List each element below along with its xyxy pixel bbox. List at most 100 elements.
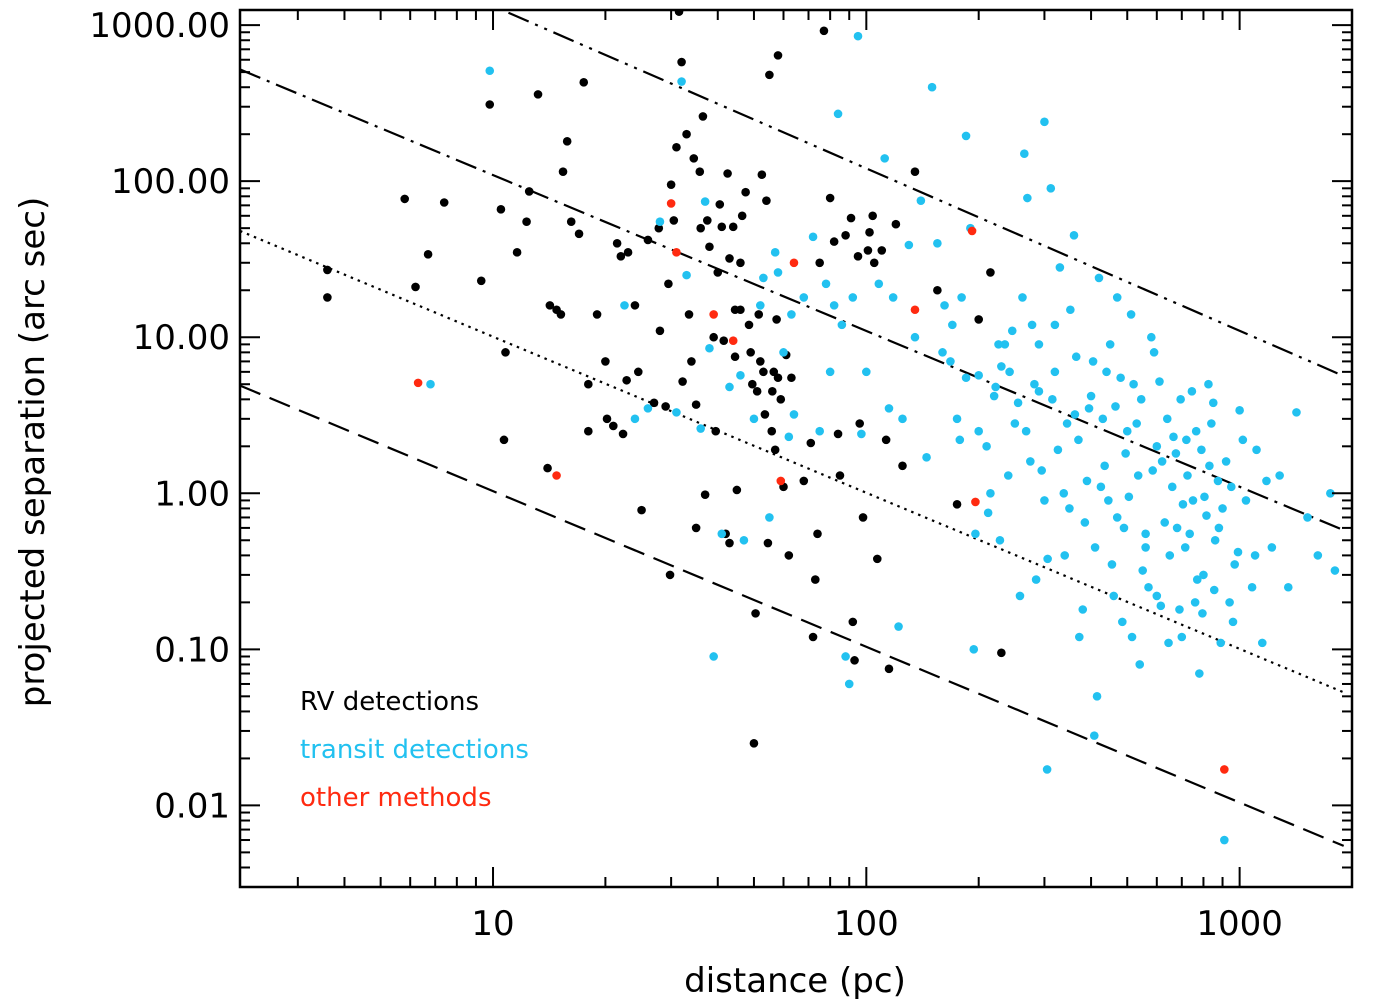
data-point-transit bbox=[1053, 445, 1063, 455]
data-point-transit bbox=[808, 232, 818, 242]
data-point-transit bbox=[1225, 598, 1234, 607]
data-point-transit bbox=[709, 652, 718, 661]
data-point-rv bbox=[762, 196, 771, 205]
data-point-rv bbox=[872, 554, 882, 564]
x-tick-label: 10 bbox=[471, 904, 514, 944]
data-point-transit bbox=[1015, 591, 1025, 601]
data-point-transit bbox=[1209, 585, 1219, 595]
data-point-rv bbox=[687, 357, 696, 366]
data-point-rv bbox=[799, 476, 809, 486]
data-point-transit bbox=[756, 301, 765, 310]
data-point-transit bbox=[759, 273, 768, 283]
reference-line-dash-dot-dot bbox=[508, 11, 1340, 376]
data-point-transit bbox=[1126, 310, 1136, 319]
data-point-other bbox=[910, 305, 920, 315]
data-point-transit bbox=[961, 131, 971, 141]
data-points bbox=[323, 10, 1340, 845]
data-point-transit bbox=[1121, 449, 1130, 458]
data-point-transit bbox=[1165, 551, 1175, 560]
data-point-rv bbox=[748, 379, 757, 389]
data-point-transit bbox=[971, 529, 980, 539]
data-point-transit bbox=[938, 348, 947, 357]
data-point-transit bbox=[1313, 551, 1323, 560]
data-point-transit bbox=[1100, 461, 1109, 471]
data-point-rv bbox=[732, 485, 742, 495]
data-point-transit bbox=[1023, 193, 1032, 203]
data-point-transit bbox=[1205, 461, 1214, 471]
data-point-rv bbox=[736, 258, 745, 268]
data-point-rv bbox=[655, 326, 665, 336]
data-point-transit bbox=[1230, 560, 1239, 569]
data-point-transit bbox=[1040, 117, 1049, 127]
data-point-transit bbox=[1191, 426, 1201, 436]
data-point-transit bbox=[1275, 471, 1284, 480]
data-point-transit bbox=[1183, 471, 1192, 480]
data-point-transit bbox=[1218, 504, 1227, 513]
data-point-rv bbox=[759, 367, 768, 377]
data-point-rv bbox=[863, 246, 873, 255]
data-point-transit bbox=[770, 248, 780, 257]
data-point-transit bbox=[1050, 367, 1060, 377]
data-point-rv bbox=[623, 248, 633, 257]
data-point-transit bbox=[946, 357, 955, 366]
data-point-rv bbox=[698, 112, 708, 121]
data-point-rv bbox=[661, 402, 670, 411]
data-point-transit bbox=[717, 529, 727, 539]
data-point-rv bbox=[696, 223, 705, 233]
data-point-rv bbox=[566, 217, 576, 226]
data-point-rv bbox=[637, 505, 646, 515]
data-point-rv bbox=[841, 230, 850, 240]
data-point-other bbox=[413, 378, 423, 388]
data-point-rv bbox=[678, 377, 687, 386]
data-point-rv bbox=[725, 538, 734, 548]
data-point-transit bbox=[1257, 638, 1267, 648]
data-point-other bbox=[1220, 765, 1229, 774]
data-point-transit bbox=[1138, 566, 1148, 575]
data-point-rv bbox=[400, 194, 410, 204]
data-point-transit bbox=[1292, 408, 1301, 417]
data-point-rv bbox=[756, 357, 765, 366]
data-point-rv bbox=[691, 523, 701, 533]
data-point-transit bbox=[1094, 273, 1104, 283]
data-point-transit bbox=[910, 332, 920, 342]
series-transit bbox=[426, 31, 1340, 845]
data-point-transit bbox=[969, 645, 979, 654]
data-point-transit bbox=[1040, 496, 1049, 505]
legend-label-rv: RV detections bbox=[300, 687, 479, 717]
data-point-transit bbox=[982, 442, 991, 451]
data-point-transit bbox=[1233, 547, 1243, 557]
legend: RV detections transit detections other m… bbox=[300, 687, 529, 813]
data-point-rv bbox=[711, 426, 721, 436]
data-point-transit bbox=[829, 301, 839, 310]
data-point-transit bbox=[784, 432, 794, 442]
data-point-transit bbox=[1078, 605, 1088, 614]
data-point-transit bbox=[844, 679, 854, 689]
data-point-rv bbox=[760, 410, 770, 419]
data-point-rv bbox=[933, 285, 942, 295]
data-point-transit bbox=[995, 535, 1005, 545]
data-point-other bbox=[728, 336, 738, 346]
data-point-rv bbox=[512, 248, 522, 257]
data-point-rv bbox=[767, 426, 777, 436]
data-point-transit bbox=[1152, 591, 1162, 601]
data-point-transit bbox=[1048, 395, 1057, 404]
data-point-transit bbox=[1136, 395, 1146, 404]
data-point-transit bbox=[957, 293, 966, 302]
data-point-transit bbox=[1149, 348, 1159, 357]
data-point-transit bbox=[1034, 340, 1044, 349]
data-point-rv bbox=[819, 26, 829, 36]
data-point-transit bbox=[1135, 660, 1145, 669]
data-point-transit bbox=[1105, 340, 1115, 349]
data-point-rv bbox=[643, 235, 653, 245]
data-point-transit bbox=[1172, 523, 1182, 533]
data-point-transit bbox=[1003, 471, 1013, 480]
data-point-transit bbox=[948, 320, 957, 330]
data-point-rv bbox=[736, 305, 745, 315]
data-point-rv bbox=[677, 57, 686, 67]
data-point-transit bbox=[672, 408, 681, 417]
data-point-other bbox=[971, 497, 980, 507]
data-point-rv bbox=[689, 154, 699, 163]
data-point-transit bbox=[1031, 575, 1041, 584]
data-point-transit bbox=[1027, 320, 1037, 330]
series-other bbox=[413, 199, 1229, 774]
